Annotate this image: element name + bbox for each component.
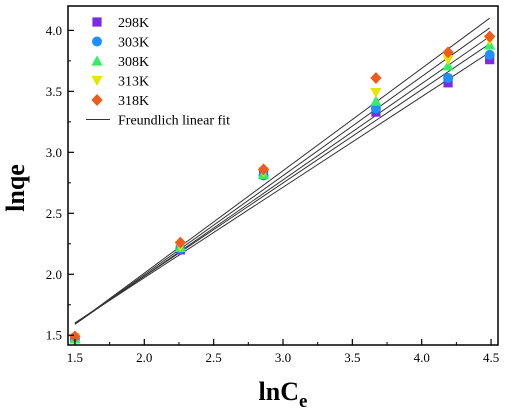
point-303K-5: [443, 72, 454, 83]
point-313K-4: [370, 87, 382, 99]
legend-marker-298K: [92, 17, 102, 27]
x-tick-label: 4.0: [414, 350, 430, 365]
point-318K-2: [174, 236, 186, 249]
legend-label-318K: 318K: [118, 94, 149, 109]
fit-line-1: [74, 51, 490, 324]
legend-label-308K: 308K: [118, 55, 149, 70]
y-tick-label: 2.0: [46, 267, 62, 282]
fit-lines: [74, 17, 490, 325]
x-tick-label: 3.5: [344, 350, 360, 365]
fit-line-5: [74, 17, 490, 325]
legend-marker-308K: [91, 55, 103, 66]
legend: 298K 303K 308K 313K 318K Freundlich linear fi…: [86, 16, 230, 129]
y-axis-title: lnqe: [1, 164, 30, 212]
x-axis-title-subscript: e: [299, 391, 307, 410]
legend-marker-303K: [92, 36, 102, 47]
y-tick-label: 1.5: [46, 328, 62, 343]
point-303K-6: [484, 49, 495, 60]
y-tick-label: 3.5: [46, 84, 62, 99]
fit-line-3: [74, 36, 490, 325]
legend-label-303K: 303K: [118, 36, 149, 51]
x-tick-label: 2.0: [136, 350, 152, 365]
x-tick-label: 4.5: [483, 350, 499, 365]
x-axis-title: lnCe: [259, 377, 308, 410]
point-318K-5: [442, 46, 454, 59]
legend-label-313K: 313K: [118, 75, 149, 90]
point-318K-6: [484, 30, 496, 43]
data-points: [69, 30, 496, 344]
x-tick-label: 2.5: [206, 350, 222, 365]
legend-label-fit: Freundlich linear fit: [118, 114, 230, 129]
x-axis-title-main: lnC: [259, 377, 299, 406]
legend-label-298K: 298K: [118, 16, 149, 31]
point-313K-5: [442, 55, 454, 66]
ticks: 1.5 2.0 2.5 3.0 3.5 4.0 4.5 1.5 2.0 2.5 3.0 3.5 4.0: [46, 23, 499, 365]
point-318K-1: [69, 330, 81, 343]
x-tick-label: 1.5: [67, 350, 83, 365]
y-tick-label: 3.0: [46, 145, 62, 160]
point-308K-4: [370, 95, 382, 106]
fit-line-4: [74, 27, 490, 325]
y-tick-label: 4.0: [46, 23, 62, 38]
point-303K-4: [370, 103, 381, 114]
legend-marker-313K: [91, 75, 103, 87]
legend-marker-318K: [91, 94, 103, 106]
y-tick-label: 2.5: [46, 206, 62, 221]
point-318K-3: [257, 163, 270, 176]
x-tick-label: 3.0: [275, 350, 291, 365]
point-318K-4: [370, 71, 382, 84]
